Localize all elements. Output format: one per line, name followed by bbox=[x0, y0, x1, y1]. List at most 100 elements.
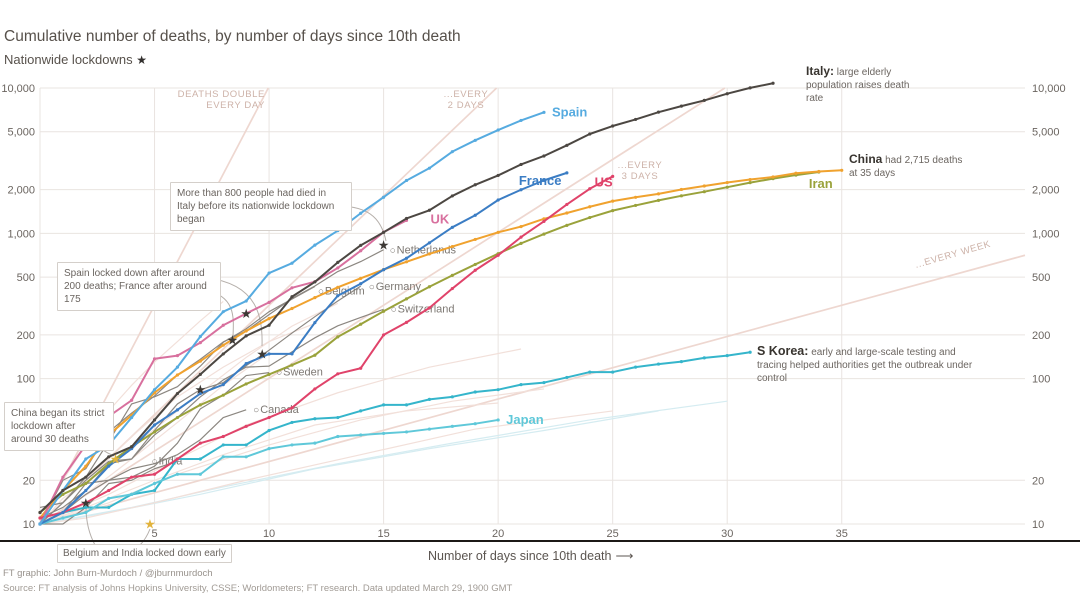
series-line bbox=[39, 351, 751, 525]
series-spain: Spain bbox=[38, 104, 587, 526]
data-point bbox=[565, 223, 569, 227]
data-point bbox=[496, 230, 500, 234]
lockdown-star-icon-france: ★ bbox=[256, 346, 268, 361]
data-point bbox=[84, 488, 88, 493]
data-point bbox=[359, 433, 363, 437]
x-axis-title: Number of days since 10th death ⟶ bbox=[428, 549, 634, 563]
series-line bbox=[39, 169, 842, 519]
data-point bbox=[473, 422, 477, 426]
data-point bbox=[679, 360, 683, 364]
data-point bbox=[496, 128, 500, 132]
data-point bbox=[152, 388, 157, 392]
data-point bbox=[130, 415, 134, 420]
data-point bbox=[496, 388, 500, 392]
data-point bbox=[588, 205, 592, 209]
data-point bbox=[84, 464, 88, 468]
y-tick-label-right: 10 bbox=[1032, 519, 1044, 531]
data-point bbox=[290, 352, 294, 356]
chart-subtitle: Nationwide lockdowns ★ bbox=[4, 52, 148, 67]
data-point bbox=[290, 306, 294, 311]
data-point bbox=[84, 501, 88, 505]
y-tick-label-right: 500 bbox=[1032, 272, 1050, 284]
data-point bbox=[84, 475, 88, 479]
data-point bbox=[198, 403, 202, 407]
data-point bbox=[427, 252, 432, 256]
data-point bbox=[244, 443, 248, 447]
data-point bbox=[588, 132, 592, 136]
lockdown-star-icon-germany: ★ bbox=[195, 382, 207, 397]
data-point bbox=[175, 365, 180, 369]
data-point bbox=[427, 306, 432, 310]
data-point bbox=[198, 472, 202, 476]
annotation-china-lockdown: China began its strict lockdown after ar… bbox=[4, 402, 114, 451]
data-point bbox=[267, 352, 271, 356]
series-canada: ○Canada bbox=[39, 404, 300, 525]
lockdown-star-icon-spain: ★ bbox=[227, 332, 239, 347]
data-point bbox=[152, 488, 157, 493]
data-point bbox=[198, 334, 202, 339]
data-point bbox=[84, 481, 88, 486]
data-point bbox=[840, 168, 844, 172]
data-point bbox=[130, 475, 134, 479]
data-point bbox=[290, 443, 294, 447]
series-label-switzerland: ○Switzerland bbox=[391, 303, 455, 315]
data-point bbox=[130, 492, 134, 496]
data-point bbox=[198, 391, 202, 396]
data-point bbox=[313, 243, 317, 247]
data-point bbox=[473, 237, 477, 242]
data-point bbox=[221, 383, 225, 387]
annotation-china: China had 2,715 deaths at 35 days bbox=[849, 152, 963, 179]
data-point bbox=[313, 417, 317, 421]
series-sweden: ○Sweden bbox=[39, 367, 323, 525]
data-point bbox=[198, 341, 202, 345]
data-point bbox=[244, 455, 248, 459]
data-point bbox=[290, 295, 294, 299]
data-point bbox=[290, 406, 294, 410]
series-italy bbox=[38, 81, 775, 515]
data-point bbox=[152, 472, 157, 476]
data-point bbox=[450, 225, 454, 229]
data-point bbox=[221, 323, 225, 327]
data-point bbox=[450, 150, 454, 154]
data-point bbox=[542, 232, 546, 236]
data-point bbox=[267, 271, 271, 275]
data-point bbox=[473, 262, 477, 267]
data-point bbox=[496, 418, 500, 422]
data-point bbox=[473, 213, 477, 217]
data-point bbox=[359, 276, 363, 280]
data-point bbox=[198, 441, 202, 445]
data-point bbox=[382, 230, 386, 234]
data-point bbox=[565, 171, 569, 175]
data-point bbox=[313, 387, 317, 391]
data-point bbox=[84, 505, 88, 510]
data-point bbox=[565, 202, 569, 207]
series-label-germany: ○Germany bbox=[369, 281, 422, 293]
y-tick-label-left: 2,000 bbox=[7, 185, 35, 197]
y-tick-label-right: 2,000 bbox=[1032, 185, 1060, 197]
y-tick-label-right: 10,000 bbox=[1032, 83, 1066, 95]
data-point bbox=[107, 464, 111, 468]
data-point bbox=[336, 434, 340, 439]
data-point bbox=[633, 365, 638, 369]
data-point bbox=[382, 195, 386, 199]
y-tick-label-left: 500 bbox=[17, 272, 35, 284]
data-point bbox=[221, 455, 225, 459]
data-point bbox=[748, 177, 752, 182]
lockdown-star-icon-belgium: ★ bbox=[80, 495, 92, 510]
data-point bbox=[198, 372, 202, 376]
data-point bbox=[519, 118, 523, 123]
data-point bbox=[679, 194, 683, 198]
data-point bbox=[290, 286, 294, 290]
doubling-reference-lines: DEATHS DOUBLE EVERY DAY ...EVERY 2 DAYS ...E… bbox=[39, 87, 1026, 525]
lockdown-star-icon: ★ bbox=[136, 53, 148, 67]
data-point bbox=[427, 208, 432, 212]
data-point bbox=[725, 92, 729, 96]
data-point bbox=[244, 382, 248, 386]
data-point bbox=[84, 510, 88, 515]
series-france: France bbox=[38, 171, 569, 526]
data-point bbox=[290, 420, 294, 425]
data-point bbox=[313, 296, 317, 300]
data-point bbox=[450, 244, 454, 249]
y-tick-label-left: 200 bbox=[17, 330, 35, 342]
